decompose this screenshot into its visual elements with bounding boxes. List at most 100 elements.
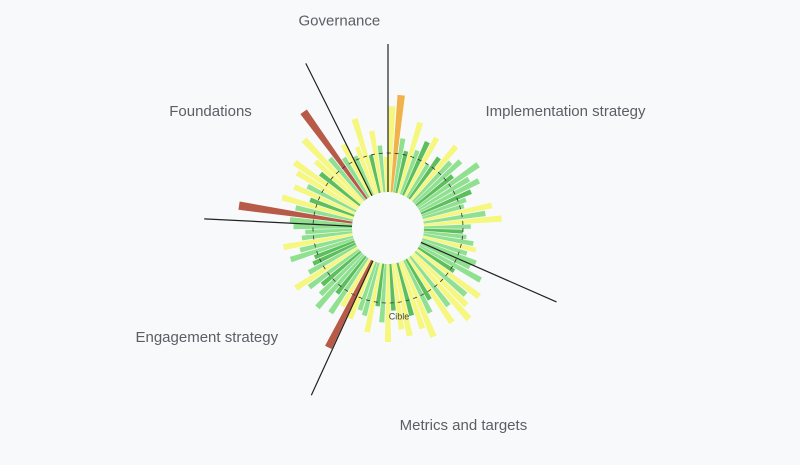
bar [353,155,374,196]
bar [364,263,382,333]
sector-divider [310,260,374,396]
bar [418,244,482,283]
bar [413,159,463,205]
bar [347,260,376,320]
bar [407,257,455,325]
bar [422,235,477,253]
bar [417,246,456,273]
bar [422,202,493,222]
bar [419,178,481,213]
bar [423,210,486,224]
bar [295,205,354,222]
bar [309,197,355,217]
bar [412,160,453,203]
bar [238,201,353,224]
bar [375,263,385,307]
sector-label: Implementation strategy [485,103,646,120]
bar [289,217,353,227]
bar [403,259,433,314]
bar [400,260,437,338]
bar [398,261,426,330]
bar [295,170,358,211]
bar [293,184,356,215]
sector-divider [204,218,353,227]
sector-divider [420,241,557,303]
bar [423,215,502,227]
bar [368,154,381,194]
bar [423,224,471,229]
bar [423,228,463,234]
bar [281,194,354,219]
bar [335,255,367,295]
bar [307,244,358,275]
bar [415,174,454,207]
bar [421,240,477,266]
bar [299,235,354,253]
bar [422,204,465,219]
bar [420,189,472,215]
bar [289,238,355,263]
bar [391,263,405,330]
bar [283,233,353,251]
bar [383,156,388,193]
bar [421,197,467,217]
sector-divider [305,63,373,197]
bar [408,156,441,200]
sector-label: Metrics and targets [400,417,528,434]
bar [340,143,372,197]
bar [402,141,430,196]
bar [405,258,432,301]
bar [420,242,471,270]
bar [416,248,481,300]
bar [354,146,377,195]
bar [361,262,380,317]
bar [306,183,357,213]
bar [377,145,386,193]
bar [416,162,480,209]
bar [293,223,353,230]
bar [328,156,366,201]
bar [406,163,430,199]
bar [305,228,353,235]
bar [395,150,409,194]
sector-label: Governance [299,13,381,30]
bar [397,121,424,194]
bar [307,248,360,290]
bar [423,233,474,247]
bar [411,254,472,322]
bar [313,159,363,205]
bar [315,254,365,310]
bar [340,258,371,308]
bar [301,231,353,241]
bar [399,149,420,195]
bar [313,240,355,260]
bar [414,250,468,297]
bar [325,259,373,350]
sector-label: Engagement strategy [135,329,278,346]
bar [312,242,356,266]
bar [404,136,440,197]
bar [412,252,469,308]
bar [379,263,387,323]
bar [328,257,369,315]
bar [318,171,361,207]
bar [301,137,364,203]
target-label: Cible [389,311,410,321]
bar [392,138,406,193]
bar [351,118,379,194]
bar [418,176,471,211]
bar [292,159,360,209]
bar [409,255,451,308]
bar [300,109,368,200]
sector-label: Foundations [169,103,252,120]
bar [320,250,362,287]
bar [423,231,467,240]
bar [357,261,378,311]
bar [421,238,468,256]
bar [410,144,459,201]
bar [294,246,359,291]
bar [341,156,370,199]
bar [388,106,396,193]
bar [390,94,405,193]
